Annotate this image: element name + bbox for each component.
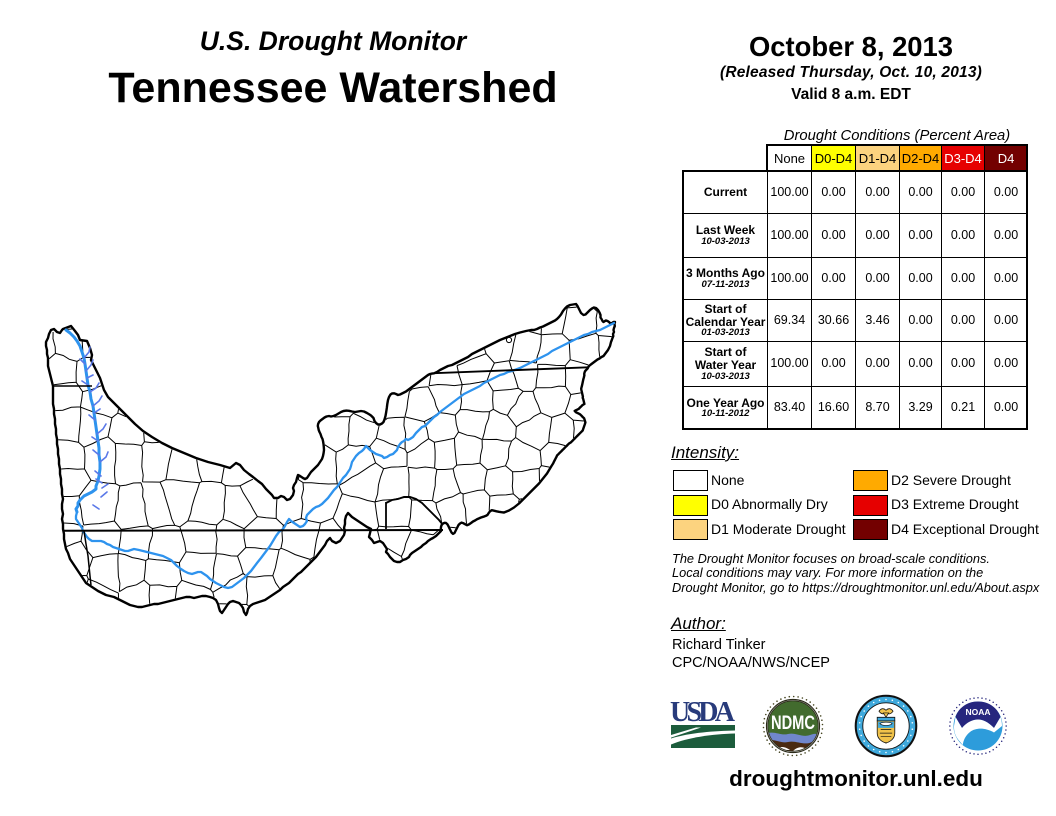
- svg-text:NOAA: NOAA: [966, 707, 991, 717]
- svg-text:USDA: USDA: [670, 699, 736, 728]
- svg-text:NDMC: NDMC: [771, 713, 815, 734]
